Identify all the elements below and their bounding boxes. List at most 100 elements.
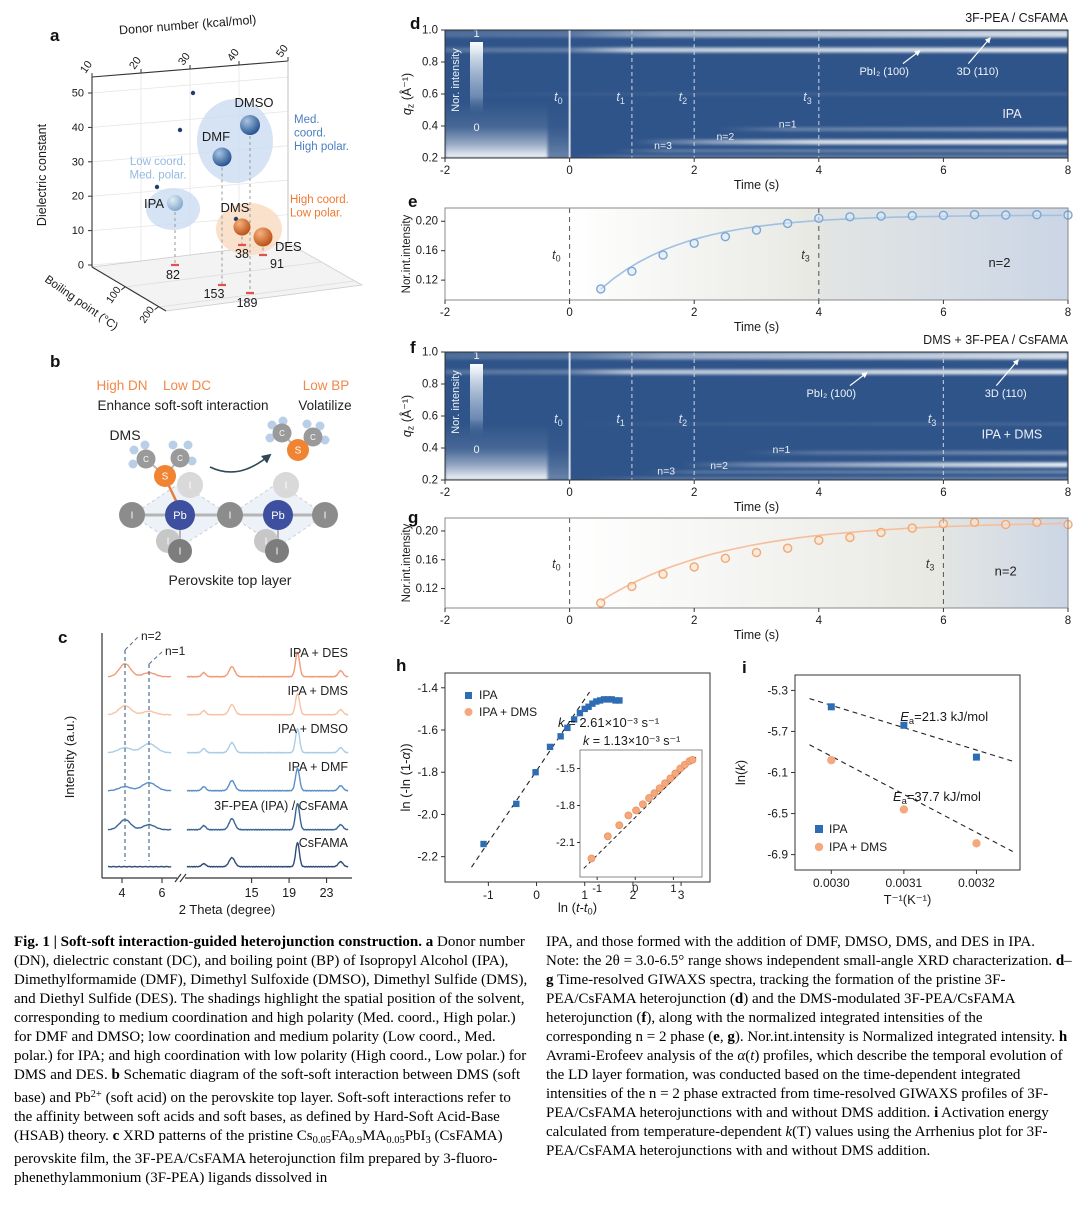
data-point-circle [639, 800, 647, 809]
y-axis-label: ln(k) [733, 760, 748, 785]
panel-label-g: g [408, 508, 419, 527]
data-point-square [827, 703, 835, 711]
data-point-circle [688, 755, 697, 764]
dielectric-tick: 0 [78, 260, 84, 272]
t-marker-label: t0 [554, 90, 563, 106]
data-point-square [513, 800, 520, 808]
atom-label: I [276, 547, 279, 558]
diffraction-band [445, 92, 1068, 96]
panel-e-intensity-chart: t0 t3 n=2 -2 0 2 4 6 8 0.20 0.16 0.12 Time (s) Nor.in… [401, 207, 1073, 334]
chart-title: 3F-PEA / CsFAMA [965, 11, 1068, 25]
bp-value-label: 153 [204, 287, 225, 301]
fit-line [583, 755, 698, 869]
panel-a-3d-scatter-chart: 10 20 30 40 50 Donor number (kcal/mol) 50 40 30 2… [35, 13, 364, 333]
dielectric-tick: 20 [72, 191, 84, 203]
xrd-trace [186, 767, 349, 792]
guide-label-n2: n=2 [141, 629, 162, 643]
y-tick: -2.2 [417, 850, 438, 864]
colorbar-label: Nor. intensity [450, 370, 462, 434]
atom-label: I [285, 481, 288, 492]
data-point-circle [661, 779, 669, 788]
legend-marker-circle [464, 708, 473, 716]
xrd-trace-label: IPA + DMS [287, 684, 348, 698]
x-tick: 15 [245, 886, 259, 900]
data-point-square [604, 696, 612, 703]
data-point [689, 562, 699, 572]
solvent-label: DES [275, 239, 302, 254]
region-label: coord. [294, 128, 326, 140]
atom-label: I [131, 511, 134, 522]
phase-label: n=1 [773, 444, 791, 456]
x-tick: 6 [940, 615, 946, 627]
x-tick: -2 [440, 165, 450, 177]
x-tick: 4 [816, 615, 823, 627]
donor-tick: 50 [274, 43, 291, 60]
atom-h [265, 433, 275, 443]
colorbar-min: 0 [473, 122, 479, 134]
y-axis-label: ln (-ln (1-α)) [398, 743, 413, 811]
atom-I [217, 502, 243, 528]
atom-C [303, 427, 323, 447]
donor-tick: 30 [176, 51, 193, 68]
data-point [596, 598, 606, 608]
y-tick: 0.6 [422, 89, 438, 101]
atom-h [267, 420, 277, 430]
data-point-circle [650, 789, 659, 798]
x-tick: -2 [440, 307, 450, 319]
data-point-square [581, 705, 588, 713]
data-point-square [593, 698, 600, 705]
diffraction-band [445, 139, 1068, 145]
data-point-square [557, 733, 564, 740]
inset-x-tick: 1 [670, 883, 676, 895]
x-tick: -1 [483, 888, 494, 902]
diffraction-band [445, 30, 1068, 38]
panel-label-e: e [408, 192, 418, 211]
y-tick: -1.8 [417, 765, 438, 779]
data-point-circle [827, 755, 836, 765]
atom-h [187, 456, 197, 466]
minor-data-point [154, 184, 160, 190]
y-axis-label: Nor.int.intensity [401, 523, 413, 602]
phase-label: n=2 [716, 131, 734, 143]
floor-plane [90, 242, 364, 312]
atom-C [136, 449, 156, 469]
legend-marker-square [815, 825, 823, 833]
fit-line [809, 698, 1013, 762]
solvent-point-DMF [212, 147, 232, 167]
x-tick: 1 [581, 888, 588, 902]
atom-h [128, 459, 138, 469]
x-tick: 0 [566, 487, 572, 499]
annotation-label: 3D (110) [985, 388, 1027, 400]
colorbar-min: 0 [473, 444, 479, 456]
t0-label: t0 [552, 248, 561, 264]
data-point [627, 581, 637, 592]
phase-label: n=2 [988, 255, 1010, 270]
data-point [907, 523, 917, 533]
xrd-trace-label: IPA + DES [290, 646, 348, 660]
x-axis-label: 2 Theta (degree) [179, 902, 276, 917]
inset-y-tick: -1.5 [556, 763, 575, 775]
inset-x-tick: -1 [592, 883, 602, 895]
panel-label-b: b [50, 352, 61, 371]
data-point-square [480, 840, 487, 848]
t-marker-label: t2 [679, 90, 688, 106]
atom-label: I [229, 511, 232, 522]
atom-Pb [165, 500, 195, 530]
data-point [658, 569, 668, 579]
atom-label: C [143, 455, 149, 464]
t-marker-label: t2 [679, 412, 688, 428]
x-tick: 6 [940, 165, 946, 177]
phase-label: n=3 [654, 140, 672, 152]
annotation-arrow [902, 50, 921, 65]
xrd-trace [108, 781, 172, 792]
diffraction-band [445, 462, 1068, 468]
data-point-circle [666, 774, 675, 783]
caption-column-left: Fig. 1 | Soft-soft interaction-guided he… [14, 934, 528, 1186]
diffraction-band [445, 154, 1068, 158]
activation-energy-label: Ea=21.3 kJ/mol [900, 709, 988, 726]
x-tick: 6 [940, 307, 946, 319]
solvent-point-DMS [233, 218, 251, 236]
legend-marker-circle [814, 842, 824, 852]
y-tick: 0.12 [416, 583, 438, 595]
data-point-circle [603, 832, 612, 841]
